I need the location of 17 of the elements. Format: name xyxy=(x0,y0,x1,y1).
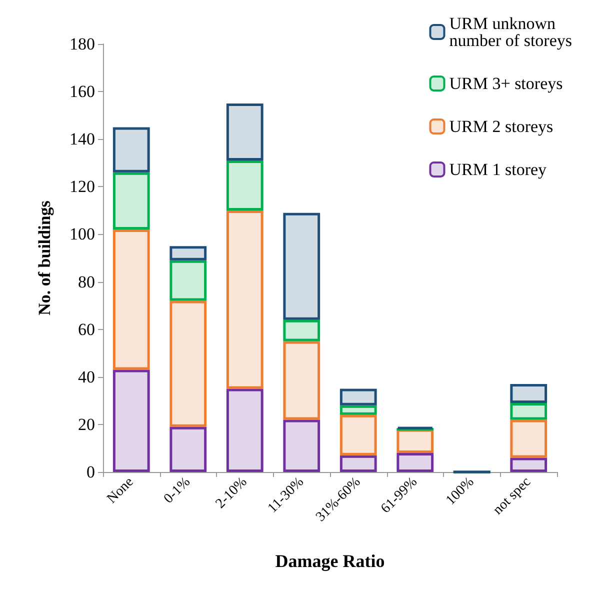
y-tick-label: 160 xyxy=(70,82,95,102)
legend-label: URM 2 storeys xyxy=(449,117,554,136)
y-tick-label: 100 xyxy=(70,224,95,244)
legend-label: URM unknown number of storeys xyxy=(449,14,572,50)
y-tick-label: 140 xyxy=(70,130,95,149)
x-axis-title: Damage Ratio xyxy=(275,551,385,571)
y-tick-label: 60 xyxy=(78,320,95,339)
y-tick-label: 20 xyxy=(78,414,95,434)
y-tick-label: 40 xyxy=(78,367,95,386)
legend-label: URM 3+ storeys xyxy=(449,74,563,93)
y-tick-label: 180 xyxy=(70,34,95,54)
legend-label: URM 1 storey xyxy=(449,160,548,179)
y-tick-label: 0 xyxy=(86,462,95,482)
y-tick-label: 120 xyxy=(70,177,95,196)
x-tick-label: not spec xyxy=(490,474,534,518)
y-axis-title: No. of buildings xyxy=(35,200,54,316)
y-tick-label: 80 xyxy=(78,272,95,292)
